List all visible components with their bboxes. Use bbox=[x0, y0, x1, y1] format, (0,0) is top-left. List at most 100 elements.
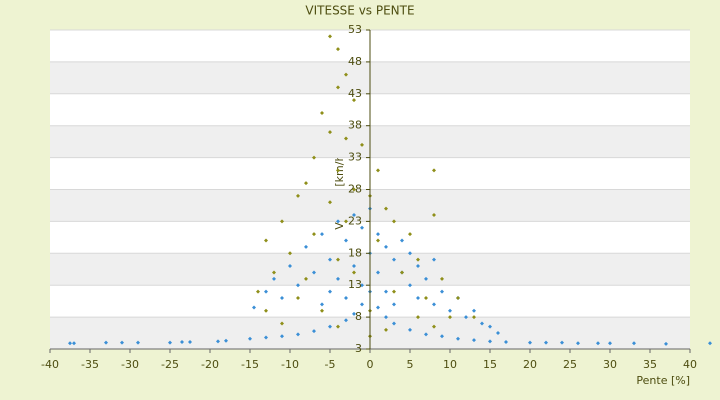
scatter-point bbox=[632, 341, 636, 346]
x-tick-label: -5 bbox=[325, 358, 336, 371]
scatter-point bbox=[224, 338, 228, 343]
scatter-point bbox=[320, 302, 324, 307]
scatter-point bbox=[264, 335, 268, 340]
scatter-point bbox=[336, 168, 340, 173]
scatter-point bbox=[304, 181, 308, 186]
scatter-point bbox=[296, 193, 300, 198]
scatter-point bbox=[424, 276, 428, 281]
scatter-point bbox=[384, 315, 388, 320]
scatter-point bbox=[440, 334, 444, 339]
scatter-point bbox=[216, 339, 220, 344]
scatter-point bbox=[560, 340, 564, 345]
scatter-point bbox=[312, 232, 316, 237]
y-tick-label: 43 bbox=[348, 87, 362, 100]
scatter-point bbox=[456, 295, 460, 300]
y-tick-label: 3 bbox=[355, 342, 362, 355]
scatter-point bbox=[384, 327, 388, 332]
scatter-point bbox=[400, 238, 404, 243]
scatter-point bbox=[376, 270, 380, 275]
scatter-point bbox=[296, 295, 300, 300]
scatter-point bbox=[408, 251, 412, 256]
scatter-point bbox=[264, 289, 268, 294]
scatter-point bbox=[416, 295, 420, 300]
scatter-point bbox=[432, 257, 436, 262]
scatter-point bbox=[296, 332, 300, 337]
scatter-point bbox=[708, 341, 712, 346]
scatter-point bbox=[248, 336, 252, 341]
scatter-point bbox=[392, 219, 396, 224]
x-tick-label: -30 bbox=[121, 358, 139, 371]
scatter-point bbox=[120, 340, 124, 345]
scatter-point bbox=[256, 289, 260, 294]
scatter-point bbox=[664, 341, 668, 346]
scatter-point bbox=[352, 270, 356, 275]
scatter-point bbox=[188, 339, 192, 344]
scatter-point bbox=[272, 270, 276, 275]
scatter-point bbox=[448, 315, 452, 320]
scatter-point bbox=[304, 244, 308, 249]
x-tick-label: 15 bbox=[483, 358, 497, 371]
scatter-point bbox=[352, 264, 356, 269]
y-tick-label: 48 bbox=[348, 55, 362, 68]
scatter-point bbox=[456, 336, 460, 341]
scatter-point bbox=[360, 283, 364, 288]
scatter-point bbox=[360, 302, 364, 307]
chart-title: VITESSE vs PENTE bbox=[305, 4, 414, 18]
scatter-point bbox=[328, 289, 332, 294]
scatter-point bbox=[336, 276, 340, 281]
scatter-point bbox=[280, 321, 284, 326]
scatter-point bbox=[496, 331, 500, 336]
scatter-point bbox=[320, 110, 324, 115]
scatter-point bbox=[416, 315, 420, 320]
scatter-point bbox=[360, 142, 364, 147]
scatter-point bbox=[432, 213, 436, 218]
scatter-point bbox=[336, 324, 340, 329]
scatter-point bbox=[408, 283, 412, 288]
scatter-point bbox=[352, 311, 356, 316]
x-tick-label: 40 bbox=[683, 358, 697, 371]
scatter-point bbox=[280, 295, 284, 300]
y-tick-label: 13 bbox=[348, 278, 362, 291]
scatter-point bbox=[504, 339, 508, 344]
scatter-point bbox=[296, 283, 300, 288]
scatter-point bbox=[376, 232, 380, 237]
scatter-point bbox=[376, 238, 380, 243]
y-tick-label: 18 bbox=[348, 246, 362, 259]
scatter-point bbox=[280, 219, 284, 224]
scatter-point bbox=[328, 324, 332, 329]
scatter-point bbox=[352, 213, 356, 218]
scatter-point bbox=[480, 321, 484, 326]
scatter-point bbox=[344, 136, 348, 141]
scatter-point bbox=[72, 341, 76, 346]
y-tick-label: 38 bbox=[348, 119, 362, 132]
scatter-point bbox=[288, 251, 292, 256]
scatter-point bbox=[392, 302, 396, 307]
scatter-point bbox=[416, 264, 420, 269]
scatter-point bbox=[136, 340, 140, 345]
scatter-point bbox=[464, 315, 468, 320]
scatter-point bbox=[320, 232, 324, 237]
scatter-point bbox=[328, 257, 332, 262]
scatter-point bbox=[376, 305, 380, 310]
y-tick-label: 8 bbox=[355, 310, 362, 323]
scatter-point bbox=[424, 295, 428, 300]
scatter-point bbox=[432, 302, 436, 307]
scatter-point bbox=[448, 308, 452, 313]
x-tick-label: 10 bbox=[443, 358, 457, 371]
scatter-point bbox=[384, 289, 388, 294]
scatter-point bbox=[544, 340, 548, 345]
x-axis-title: Pente [%] bbox=[636, 374, 690, 387]
scatter-point bbox=[344, 318, 348, 323]
y-tick-label: 33 bbox=[348, 151, 362, 164]
scatter-point bbox=[328, 200, 332, 205]
scatter-point bbox=[336, 85, 340, 90]
scatter-point bbox=[360, 225, 364, 230]
scatter-point bbox=[180, 339, 184, 344]
scatter-point bbox=[432, 324, 436, 329]
scatter-point bbox=[312, 155, 316, 160]
x-tick-label: 20 bbox=[523, 358, 537, 371]
scatter-point bbox=[528, 340, 532, 345]
x-tick-label: -15 bbox=[241, 358, 259, 371]
scatter-point bbox=[488, 324, 492, 329]
